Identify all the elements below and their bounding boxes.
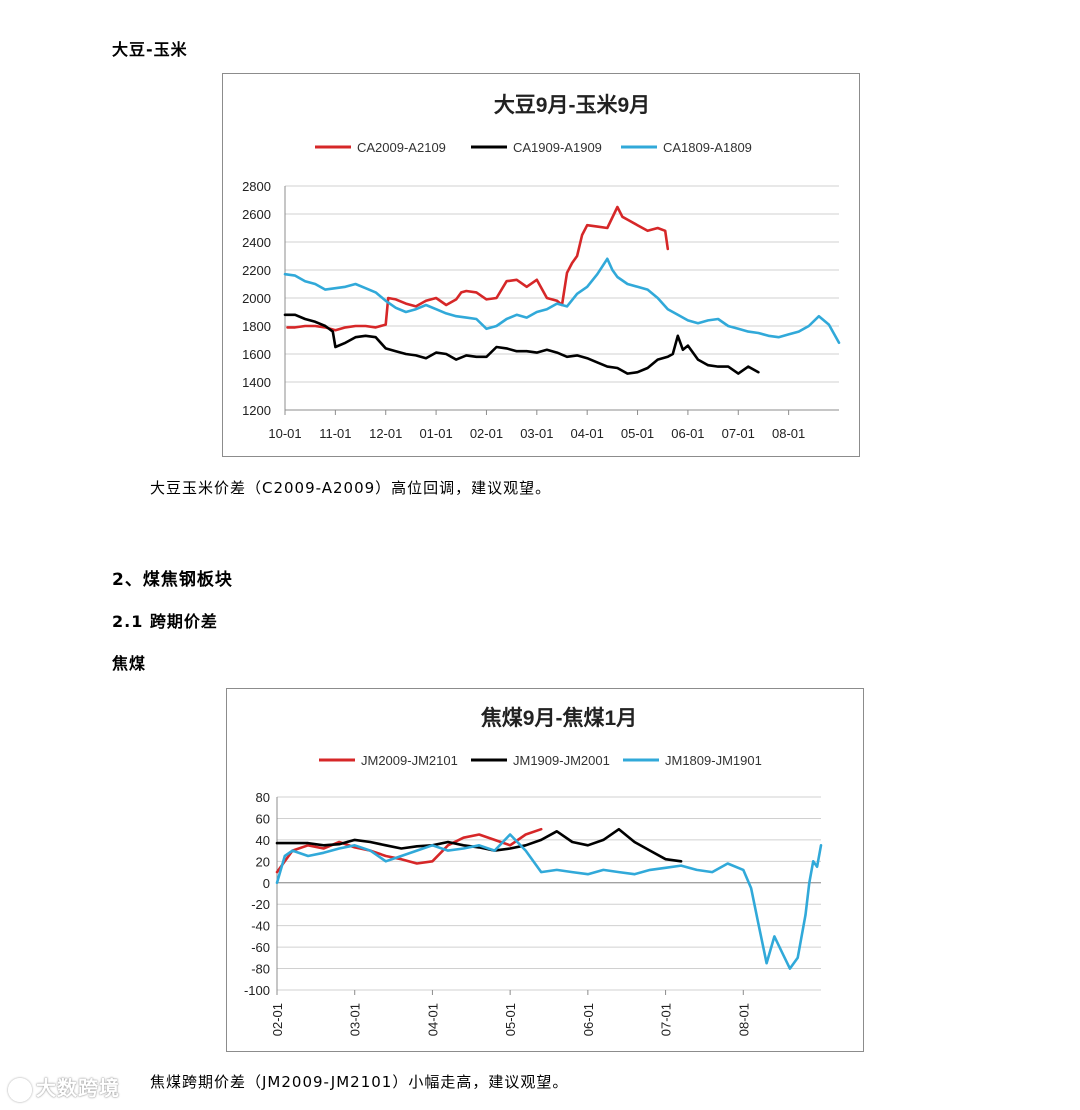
legend-label-JM1909-JM2001: JM1909-JM2001 <box>513 753 610 768</box>
y-tick-label: 2400 <box>242 235 271 250</box>
y-tick-label: 2000 <box>242 291 271 306</box>
y-tick-label: 80 <box>256 790 270 805</box>
legend-label-JM2009-JM2101: JM2009-JM2101 <box>361 753 458 768</box>
caption-chart-soy-corn: 大豆玉米价差（C2009-A2009）高位回调，建议观望。 <box>150 479 552 497</box>
y-tick-label: 1200 <box>242 403 271 418</box>
y-tick-label: -80 <box>251 962 270 977</box>
x-tick-label: 07-01 <box>722 426 755 441</box>
y-tick-label: 1600 <box>242 347 271 362</box>
chart-coking-coal-svg: 焦煤9月-焦煤1月 JM2009-JM2101 JM1909-JM2001 JM180… <box>244 706 823 1036</box>
heading-section-2: 2、煤焦钢板块 <box>112 570 233 590</box>
x-tick-label: 01-01 <box>419 426 452 441</box>
x-tick-label: 04-01 <box>571 426 604 441</box>
chart-soy-corn: 大豆9月-玉米9月 CA2009-A2109 CA1909-A1909 CA1809-… <box>222 73 860 457</box>
x-tick-label: 03-01 <box>520 426 553 441</box>
x-tick-label: 02-01 <box>270 1003 285 1036</box>
x-tick-label: 05-01 <box>503 1003 518 1036</box>
x-tick-label: 10-01 <box>268 426 301 441</box>
y-tick-label: 40 <box>256 833 270 848</box>
legend-label-CA1909-A1909: CA1909-A1909 <box>513 140 602 155</box>
x-tick-label: 05-01 <box>621 426 654 441</box>
y-tick-label: 1400 <box>242 375 271 390</box>
heading-soy-corn: 大豆-玉米 <box>112 40 188 59</box>
y-tick-label: 2800 <box>242 179 271 194</box>
heading-coking-coal: 焦煤 <box>112 654 147 673</box>
y-tick-label: 0 <box>263 876 270 891</box>
series-line-JM1909-JM2001 <box>275 827 683 863</box>
y-tick-label: -20 <box>251 897 270 912</box>
legend-label-CA2009-A2109: CA2009-A2109 <box>357 140 446 155</box>
x-tick-label: 08-01 <box>772 426 805 441</box>
legend-label-JM1809-JM1901: JM1809-JM1901 <box>665 753 762 768</box>
y-tick-label: -40 <box>251 919 270 934</box>
x-tick-label: 06-01 <box>581 1003 596 1036</box>
y-tick-label: 1800 <box>242 319 271 334</box>
x-tick-label: 07-01 <box>659 1003 674 1036</box>
x-tick-label: 08-01 <box>736 1003 751 1036</box>
y-tick-label: 20 <box>256 854 270 869</box>
x-tick-label: 03-01 <box>348 1003 363 1036</box>
y-tick-label: -100 <box>244 983 270 998</box>
x-tick-label: 11-01 <box>319 426 351 441</box>
series-line-JM1809-JM1901 <box>275 833 823 970</box>
y-tick-label: 2600 <box>242 207 271 222</box>
y-tick-label: 60 <box>256 811 270 826</box>
series-line-CA1909-A1909 <box>283 313 760 375</box>
chart-coking-coal: 焦煤9月-焦煤1月 JM2009-JM2101 JM1909-JM2001 JM180… <box>226 688 864 1052</box>
y-tick-label: -60 <box>251 940 270 955</box>
x-tick-label: 06-01 <box>671 426 704 441</box>
chart-title: 焦煤9月-焦煤1月 <box>480 706 637 730</box>
series-line-CA1809-A1809 <box>283 257 841 345</box>
legend-label-CA1809-A1809: CA1809-A1809 <box>663 140 752 155</box>
x-tick-label: 12-01 <box>369 426 402 441</box>
caption-chart-coking-coal: 焦煤跨期价差（JM2009-JM2101）小幅走高，建议观望。 <box>150 1073 569 1091</box>
y-tick-label: 2200 <box>242 263 271 278</box>
chart-title: 大豆9月-玉米9月 <box>494 94 650 117</box>
x-tick-label: 04-01 <box>425 1003 440 1036</box>
x-tick-label: 02-01 <box>470 426 503 441</box>
series-line-JM2009-JM2101 <box>275 827 543 874</box>
watermark-text: 大数跨境 <box>36 1076 120 1100</box>
chart-soy-corn-svg: 大豆9月-玉米9月 CA2009-A2109 CA1909-A1909 CA1809-… <box>242 94 841 441</box>
series-line-CA2009-A2109 <box>286 205 670 332</box>
heading-section-2-1: 2.1 跨期价差 <box>112 612 218 631</box>
logo-icon <box>8 1077 32 1102</box>
watermark-logo: 大数跨境 <box>8 1072 120 1102</box>
